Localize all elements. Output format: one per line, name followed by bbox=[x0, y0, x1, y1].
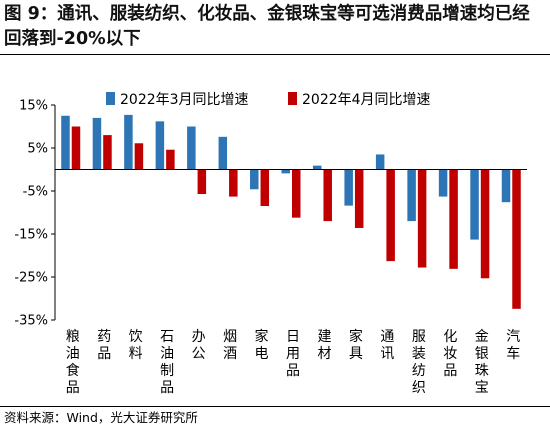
bar-series-1 bbox=[407, 169, 416, 222]
x-tick-label: 服装纺织 bbox=[412, 329, 426, 396]
x-tick-label: 通讯 bbox=[380, 329, 394, 362]
bar-series-1 bbox=[124, 114, 133, 170]
legend-label: 2022年4月同比增速 bbox=[302, 92, 431, 108]
x-tick-label: 日用品 bbox=[286, 329, 300, 379]
bar-series-2 bbox=[260, 169, 270, 207]
bar-series-2 bbox=[103, 135, 112, 170]
bar-series-1 bbox=[501, 169, 511, 203]
bar-series-1 bbox=[92, 117, 102, 170]
bar-series-1 bbox=[375, 154, 385, 170]
bar-series-2 bbox=[197, 169, 207, 195]
x-tick-label: 建材 bbox=[317, 329, 331, 362]
bar-series-2 bbox=[323, 169, 332, 222]
x-tick-label: 烟酒 bbox=[223, 329, 237, 362]
chart-bars bbox=[61, 114, 521, 309]
x-tick-label: 石油制品 bbox=[160, 329, 174, 396]
x-tick-label: 饮料 bbox=[129, 329, 143, 362]
bar-series-2 bbox=[71, 126, 81, 170]
bar-series-1 bbox=[438, 169, 448, 197]
x-tick-label: 化妆品 bbox=[443, 329, 457, 379]
bar-series-1 bbox=[312, 165, 322, 170]
bar-series-2 bbox=[229, 169, 238, 197]
y-tick-label: 15% bbox=[19, 99, 48, 114]
x-tick-label: 金银珠宝 bbox=[475, 329, 489, 396]
bar-series-2 bbox=[417, 169, 427, 268]
x-tick-label: 药品 bbox=[97, 329, 111, 362]
legend-swatch bbox=[106, 92, 115, 105]
bar-series-1 bbox=[155, 121, 165, 170]
x-tick-label: 粮油食品 bbox=[66, 329, 80, 396]
bar-series-1 bbox=[187, 126, 196, 170]
x-tick-label: 汽车 bbox=[506, 329, 520, 362]
bar-series-2 bbox=[512, 169, 521, 309]
bar-series-2 bbox=[292, 169, 301, 218]
bar-series-2 bbox=[354, 169, 364, 228]
bar-series-1 bbox=[344, 169, 353, 206]
bar-series-1 bbox=[281, 169, 290, 174]
bar-series-1 bbox=[61, 115, 70, 170]
chart-title: 图 9：通讯、服装纺织、化妆品、金银珠宝等可选消费品增速均已经回落到-20%以下 bbox=[4, 4, 530, 49]
y-axis: 15% 5% -5% -15% -25% -35% bbox=[14, 99, 56, 329]
bar-series-1 bbox=[218, 136, 228, 170]
source-divider bbox=[0, 406, 550, 407]
bar-series-2 bbox=[449, 169, 458, 269]
chart-legend: 2022年3月同比增速 2022年4月同比增速 bbox=[106, 92, 431, 108]
y-tick-label: -25% bbox=[14, 271, 48, 286]
source-note: 资料来源：Wind，光大证券研究所 bbox=[4, 410, 198, 425]
y-tick-label: -35% bbox=[14, 314, 48, 329]
y-tick-label: 5% bbox=[27, 142, 48, 157]
bar-series-2 bbox=[480, 169, 490, 279]
bar-series-2 bbox=[166, 149, 175, 170]
x-tick-label: 办公 bbox=[192, 329, 206, 362]
y-tick-label: -15% bbox=[14, 228, 48, 243]
legend-swatch bbox=[288, 92, 297, 105]
title-divider bbox=[0, 54, 550, 55]
bar-series-1 bbox=[470, 169, 479, 240]
legend-label: 2022年3月同比增速 bbox=[120, 92, 249, 108]
x-tick-label: 家电 bbox=[255, 328, 269, 362]
bar-series-2 bbox=[386, 169, 395, 262]
y-tick-label: -5% bbox=[23, 185, 48, 200]
bar-chart: 2022年3月同比增速 2022年4月同比增速 15% 5% -5% -15% -25% -… bbox=[14, 92, 527, 396]
bar-series-2 bbox=[134, 143, 144, 170]
x-tick-label: 家具 bbox=[349, 328, 363, 362]
bar-series-1 bbox=[250, 169, 259, 190]
